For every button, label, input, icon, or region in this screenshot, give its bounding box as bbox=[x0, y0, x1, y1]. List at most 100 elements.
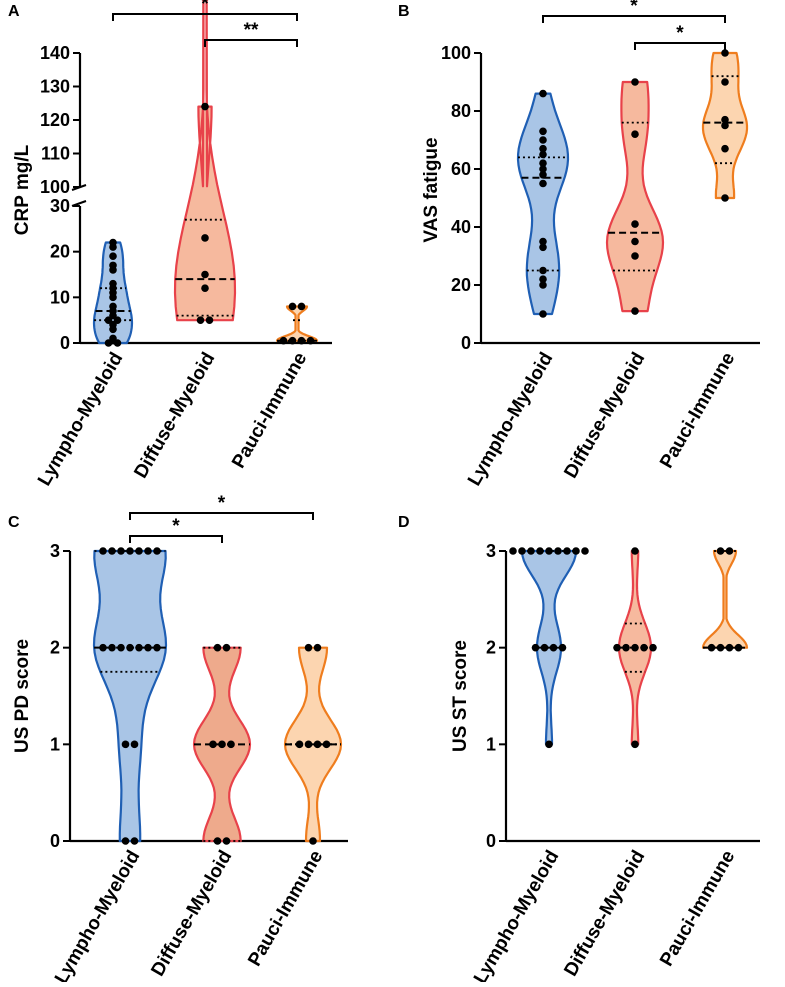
data-point bbox=[322, 740, 331, 749]
significance-bracket: * bbox=[542, 0, 726, 23]
data-point bbox=[227, 740, 235, 749]
data-point bbox=[622, 643, 630, 652]
violin-lympho-myeloid bbox=[509, 547, 589, 749]
y-tick-label: 130 bbox=[40, 77, 70, 97]
data-point bbox=[109, 243, 117, 251]
data-point bbox=[539, 150, 547, 159]
data-point bbox=[716, 547, 725, 555]
data-point bbox=[99, 547, 107, 555]
data-point bbox=[539, 159, 547, 167]
significance-label: * bbox=[218, 493, 226, 514]
data-point bbox=[563, 547, 571, 555]
violin-shape bbox=[516, 92, 570, 316]
x-category-label: Lympho-Myeloid bbox=[51, 847, 144, 982]
significance-label: * bbox=[201, 0, 209, 15]
data-point bbox=[631, 220, 639, 228]
data-point bbox=[721, 78, 729, 86]
x-category-label: Lympho-Myeloid bbox=[470, 847, 563, 982]
y-tick-label: 1 bbox=[50, 734, 60, 754]
data-point bbox=[205, 316, 214, 324]
data-point bbox=[631, 547, 639, 555]
data-point bbox=[631, 740, 639, 749]
data-point bbox=[518, 547, 526, 555]
y-tick-label: 0 bbox=[50, 831, 60, 851]
data-point bbox=[306, 336, 315, 345]
significance-bracket: * bbox=[112, 0, 298, 21]
y-tick-label: 2 bbox=[486, 638, 496, 658]
significance-label: * bbox=[172, 516, 180, 537]
data-point bbox=[527, 547, 535, 555]
violin-shape bbox=[605, 80, 665, 313]
data-point bbox=[304, 740, 313, 749]
y-tick-label: 20 bbox=[50, 242, 70, 262]
data-point bbox=[539, 243, 547, 252]
x-category-label: Pauci-Immune bbox=[656, 847, 739, 970]
x-category-label: Lympho-Myeloid bbox=[34, 349, 127, 490]
data-point bbox=[631, 643, 639, 652]
data-point bbox=[613, 643, 621, 652]
panel-d: D US ST score 0 1 2 3 Lympho-MyeloidDiffuse-My… bbox=[398, 514, 760, 987]
bracket-line bbox=[129, 535, 223, 543]
significance-label: * bbox=[676, 23, 684, 44]
data-point bbox=[126, 643, 134, 652]
violin-shape bbox=[275, 305, 319, 342]
bracket-line bbox=[634, 42, 726, 50]
data-point bbox=[716, 643, 725, 652]
data-point bbox=[196, 316, 205, 324]
data-point bbox=[631, 78, 639, 86]
data-point bbox=[539, 136, 547, 144]
y-axis-title: US ST score bbox=[450, 640, 471, 752]
violin-shape bbox=[173, 0, 237, 322]
data-point bbox=[734, 643, 743, 652]
data-point bbox=[109, 252, 117, 261]
data-point bbox=[313, 740, 322, 749]
data-point bbox=[117, 547, 125, 555]
data-point bbox=[721, 115, 729, 124]
data-point bbox=[539, 275, 547, 284]
data-point bbox=[309, 837, 317, 845]
data-point bbox=[288, 302, 297, 311]
bracket-line bbox=[129, 512, 314, 520]
data-point bbox=[297, 336, 306, 345]
data-point bbox=[631, 130, 639, 138]
data-point bbox=[279, 336, 288, 345]
y-tick-label: 3 bbox=[486, 541, 496, 561]
data-point bbox=[721, 194, 729, 202]
data-point bbox=[99, 643, 107, 652]
y-tick-label: 0 bbox=[461, 333, 471, 353]
data-point bbox=[539, 144, 547, 153]
panel-letter: A bbox=[8, 3, 20, 20]
data-point bbox=[539, 89, 547, 98]
data-point bbox=[201, 102, 209, 111]
violin-diffuse-myeloid bbox=[173, 0, 237, 324]
y-tick-label: 100 bbox=[40, 177, 70, 197]
data-point bbox=[108, 547, 116, 555]
data-point bbox=[539, 237, 547, 246]
data-point bbox=[539, 281, 547, 289]
y-tick-label: 30 bbox=[50, 196, 70, 216]
data-point bbox=[554, 547, 562, 555]
data-point bbox=[304, 643, 313, 652]
violin-pauci-immune bbox=[701, 547, 749, 652]
data-point bbox=[108, 643, 116, 652]
bracket-line bbox=[112, 13, 298, 21]
data-point bbox=[109, 325, 117, 334]
significance-bracket: * bbox=[129, 516, 223, 543]
x-category-label: Pauci-Immune bbox=[228, 349, 311, 472]
data-point bbox=[130, 740, 139, 749]
data-point bbox=[631, 237, 639, 246]
data-point bbox=[707, 643, 716, 652]
y-tick-label: 120 bbox=[40, 110, 70, 130]
violin-lympho-myeloid bbox=[516, 89, 570, 318]
data-point bbox=[640, 643, 648, 652]
x-category-label: Lympho-Myeloid bbox=[464, 349, 557, 490]
data-point bbox=[721, 49, 729, 57]
data-point bbox=[144, 547, 152, 555]
data-point bbox=[153, 547, 161, 555]
y-tick-label: 3 bbox=[50, 541, 60, 561]
violin-diffuse-myeloid bbox=[192, 643, 252, 845]
violin-diffuse-myeloid bbox=[605, 78, 665, 315]
data-point bbox=[209, 740, 217, 749]
panel-c: C US PD score 0 1 2 3 Lympho-Myeloid Diffuse-My… bbox=[8, 493, 348, 987]
significance-bracket: * bbox=[634, 23, 726, 50]
